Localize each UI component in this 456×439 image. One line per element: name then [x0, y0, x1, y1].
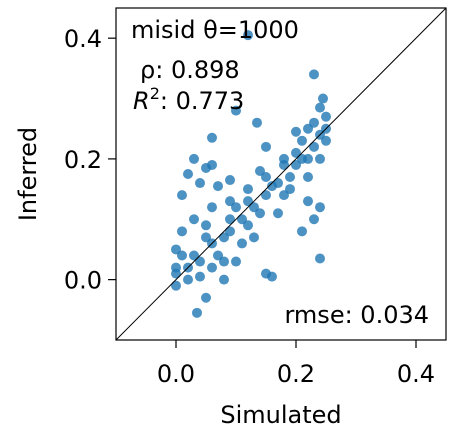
- data-point: [309, 117, 319, 128]
- data-point: [279, 159, 289, 170]
- data-point: [171, 280, 181, 291]
- data-point: [291, 126, 301, 137]
- r2-symbol: R: [133, 87, 150, 115]
- x-axis-label: Simulated: [220, 401, 341, 429]
- data-point: [225, 214, 235, 225]
- x-tick-label: 0.0: [157, 360, 195, 388]
- data-point: [219, 274, 229, 285]
- data-point: [261, 268, 271, 279]
- x-tick-label: 0.4: [397, 360, 435, 388]
- y-axis-label: Inferred: [14, 127, 42, 221]
- data-point: [207, 132, 217, 143]
- data-point: [243, 196, 253, 207]
- plot-frame: [115, 7, 447, 341]
- data-point: [273, 208, 283, 219]
- data-point: [231, 105, 241, 116]
- data-point: [303, 172, 313, 183]
- data-point: [255, 165, 265, 176]
- data-point: [261, 190, 271, 201]
- data-point: [195, 178, 205, 189]
- data-point: [315, 253, 325, 264]
- identity-reference-line: [116, 8, 446, 340]
- data-point: [231, 256, 241, 267]
- data-point: [183, 274, 193, 285]
- data-point: [315, 153, 325, 164]
- misid-annotation: misid θ=1000: [131, 16, 299, 44]
- data-point: [177, 190, 187, 201]
- data-point: [213, 181, 223, 192]
- data-point: [309, 69, 319, 80]
- data-point: [189, 214, 199, 225]
- y-tick-label: 0.4: [64, 25, 102, 53]
- y-tick-label: 0.0: [64, 267, 102, 295]
- data-point: [321, 111, 331, 122]
- data-point: [315, 102, 325, 113]
- data-point: [243, 184, 253, 195]
- data-point: [183, 169, 193, 179]
- data-point: [261, 141, 271, 152]
- x-tick-label: 0.2: [277, 360, 315, 388]
- x-axis-ticks: 0.0 0.2 0.4: [157, 340, 435, 388]
- data-point: [315, 202, 325, 213]
- r2-superscript: 2: [150, 84, 160, 103]
- data-point: [177, 250, 187, 261]
- data-point: [285, 172, 295, 183]
- data-point: [192, 307, 202, 318]
- data-point: [201, 220, 211, 231]
- data-point: [252, 117, 262, 128]
- r2-value: : 0.773: [160, 87, 244, 115]
- data-point: [297, 135, 307, 146]
- data-point: [195, 271, 205, 282]
- data-point: [225, 175, 235, 186]
- data-point: [297, 226, 307, 237]
- data-point: [303, 196, 313, 207]
- data-point: [207, 262, 217, 273]
- data-point: [195, 256, 205, 267]
- data-point: [219, 232, 229, 243]
- data-point: [291, 159, 301, 170]
- data-point: [171, 262, 181, 273]
- r2-annotation: R2: 0.773: [133, 84, 244, 115]
- data-point: [207, 202, 217, 213]
- data-point: [231, 202, 241, 213]
- data-point: [285, 184, 295, 195]
- y-tick-label: 0.2: [64, 146, 102, 174]
- y-axis-ticks: 0.0 0.2 0.4: [64, 25, 116, 295]
- data-point: [255, 208, 265, 219]
- data-point: [237, 238, 247, 249]
- data-point: [201, 292, 211, 303]
- data-point: [273, 178, 283, 189]
- data-point: [219, 256, 229, 267]
- data-point: [318, 93, 328, 104]
- data-point: [207, 159, 217, 170]
- rmse-annotation: rmse: 0.034: [284, 301, 429, 329]
- data-point: [309, 214, 319, 225]
- data-point: [309, 141, 319, 152]
- data-point: [237, 214, 247, 225]
- data-point: [249, 232, 259, 243]
- data-point: [189, 153, 199, 164]
- data-point: [243, 30, 253, 41]
- data-point: [177, 226, 187, 237]
- rho-annotation: ρ: 0.898: [140, 56, 240, 84]
